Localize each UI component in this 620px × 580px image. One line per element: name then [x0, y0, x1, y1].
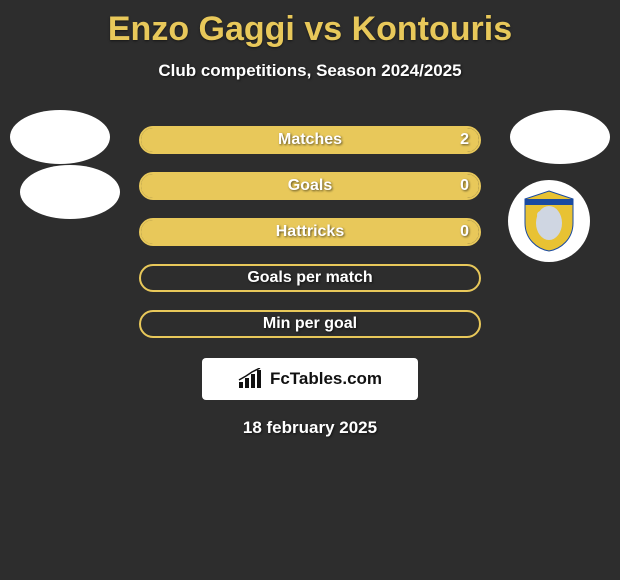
shield-icon — [521, 189, 577, 253]
stat-row: Hattricks0 — [139, 218, 481, 246]
page-title: Enzo Gaggi vs Kontouris — [0, 0, 620, 49]
footer-date: 18 february 2025 — [0, 418, 620, 438]
brand-box: FcTables.com — [202, 358, 418, 400]
stat-row: Matches2 — [139, 126, 481, 154]
stat-label: Goals per match — [141, 269, 479, 287]
brand-text: FcTables.com — [270, 369, 382, 389]
stat-row: Min per goal — [139, 310, 481, 338]
stat-right-value: 2 — [460, 131, 469, 149]
bars-icon — [238, 368, 264, 390]
stat-label: Matches — [141, 131, 479, 149]
stat-label: Min per goal — [141, 315, 479, 333]
stat-row: Goals0 — [139, 172, 481, 200]
stat-right-value: 0 — [460, 223, 469, 241]
stat-label: Goals — [141, 177, 479, 195]
stat-row: Goals per match — [139, 264, 481, 292]
comparison-card: Enzo Gaggi vs Kontouris Club competition… — [0, 0, 620, 580]
subtitle: Club competitions, Season 2024/2025 — [0, 61, 620, 81]
club-left-avatar — [20, 165, 120, 219]
player-right-avatar — [510, 110, 610, 164]
club-right-badge — [508, 180, 590, 262]
player-left-avatar — [10, 110, 110, 164]
stat-right-value: 0 — [460, 177, 469, 195]
stat-label: Hattricks — [141, 223, 479, 241]
